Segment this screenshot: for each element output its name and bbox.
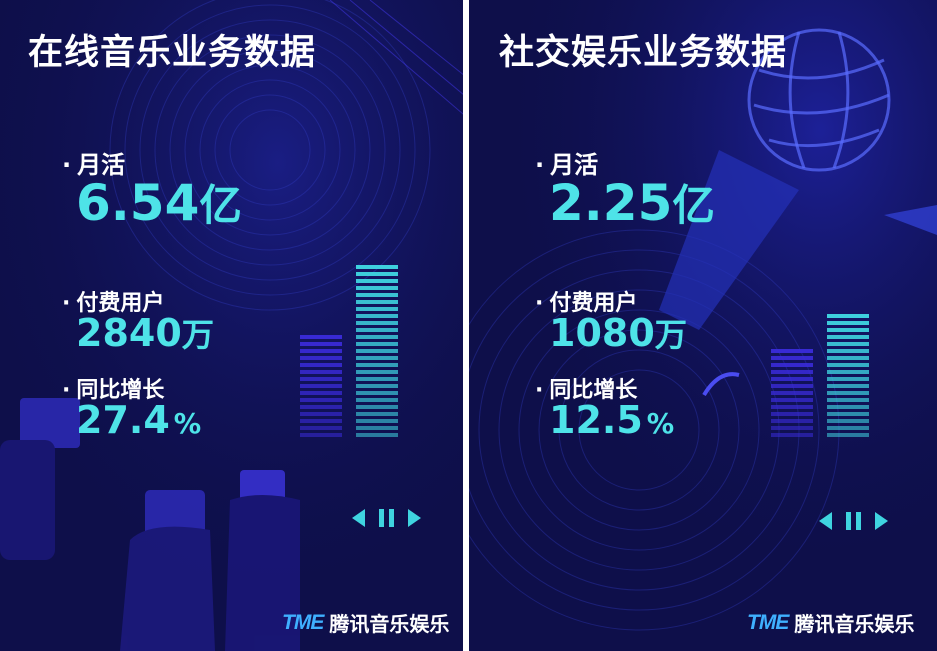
metric-value-mau: 6.54亿 [76,174,242,232]
decorative-background [0,0,463,651]
bar-tall [827,314,869,437]
playback-controls [352,509,421,527]
metric-label-yoy-growth: · 同比增长 [62,378,165,403]
brand-logo: TME 腾讯音乐娱乐 [282,608,449,637]
metric-label-mau: · 月活 [62,151,126,179]
metric-value-mau: 2.25亿 [549,174,715,232]
metric-label-mau: · 月活 [535,151,599,179]
metric-label-paying-users: · 付费用户 [62,291,165,316]
bullet-icon: · [535,151,545,179]
pause-icon[interactable] [846,512,861,530]
metric-label-paying-users: · 付费用户 [535,291,638,316]
metric-value-yoy-growth: 27.4% [76,398,202,442]
metric-value-paying-users: 1080万 [549,311,688,355]
bar-graphic [771,314,869,437]
panel-title: 在线音乐业务数据 [28,33,317,73]
tme-logo-icon: TME [282,610,324,634]
prev-icon[interactable] [819,512,832,530]
brand-name: 腾讯音乐娱乐 [329,612,450,636]
bullet-icon: · [62,291,71,316]
next-icon[interactable] [875,512,888,530]
bar-graphic [300,265,398,437]
decorative-background [469,0,937,651]
prev-icon[interactable] [352,509,365,527]
bar-tall [356,265,398,437]
bullet-icon: · [62,378,71,403]
bullet-icon: · [62,151,72,179]
bar-short [300,335,342,437]
panel-title: 社交娱乐业务数据 [499,33,788,73]
online-music-panel: 在线音乐业务数据 · 月活 6.54亿 · 付费用户 2840万 · 同比增长 27.… [0,0,463,651]
next-icon[interactable] [408,509,421,527]
bullet-icon: · [535,378,544,403]
metric-value-yoy-growth: 12.5% [549,398,675,442]
bar-short [771,349,813,437]
tme-logo-icon: TME [747,610,789,634]
metric-value-paying-users: 2840万 [76,311,215,355]
playback-controls [819,512,888,530]
metric-label-yoy-growth: · 同比增长 [535,378,638,403]
pause-icon[interactable] [379,509,394,527]
bullet-icon: · [535,291,544,316]
social-entertainment-panel: 社交娱乐业务数据 · 月活 2.25亿 · 付费用户 1080万 · 同比增长 12.… [469,0,937,651]
brand-name: 腾讯音乐娱乐 [794,612,915,636]
brand-logo: TME 腾讯音乐娱乐 [747,608,914,637]
